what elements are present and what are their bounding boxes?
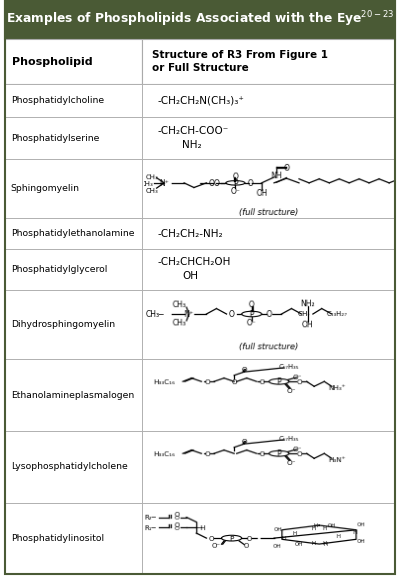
Text: Phosphatidylcholine: Phosphatidylcholine <box>11 96 104 105</box>
Text: Ethanolamineplasmalogen: Ethanolamineplasmalogen <box>11 390 134 400</box>
Bar <box>142 39 395 84</box>
Text: Dihydrosphingomyelin: Dihydrosphingomyelin <box>11 320 115 329</box>
Text: Phosphatidylethanolamine: Phosphatidylethanolamine <box>11 229 134 238</box>
Bar <box>5 290 142 359</box>
Bar <box>5 0 395 39</box>
Text: -CH₂CH₂N(CH₃)₃⁺: -CH₂CH₂N(CH₃)₃⁺ <box>158 96 245 105</box>
Bar <box>142 359 395 431</box>
Bar <box>5 39 142 84</box>
Bar <box>5 249 142 290</box>
Bar <box>5 503 142 574</box>
Text: OH: OH <box>182 270 198 281</box>
Text: -CH₂CH₂-NH₂: -CH₂CH₂-NH₂ <box>158 229 224 239</box>
Bar <box>5 359 142 431</box>
Bar <box>142 118 395 159</box>
Text: -CH₂CHCH₂OH: -CH₂CHCH₂OH <box>158 257 231 267</box>
Bar <box>142 431 395 503</box>
Text: Lysophosphatidylcholene: Lysophosphatidylcholene <box>11 462 128 471</box>
Text: Phosphatidylserine: Phosphatidylserine <box>11 134 99 143</box>
Bar <box>5 118 142 159</box>
Bar <box>5 84 142 118</box>
Bar <box>142 290 395 359</box>
Bar <box>5 159 142 218</box>
Text: Phospholipid: Phospholipid <box>12 57 93 67</box>
Bar <box>142 503 395 574</box>
Bar <box>5 431 142 503</box>
Bar <box>142 84 395 118</box>
Text: Phosphatidylinositol: Phosphatidylinositol <box>11 534 104 543</box>
Bar <box>5 218 142 249</box>
Text: -CH₂CH-COO⁻: -CH₂CH-COO⁻ <box>158 126 229 135</box>
Bar <box>142 249 395 290</box>
Text: NH₂: NH₂ <box>182 140 202 149</box>
Text: Structure of R3 From Figure 1
or Full Structure: Structure of R3 From Figure 1 or Full St… <box>152 50 328 74</box>
Bar <box>142 159 395 218</box>
Bar <box>142 218 395 249</box>
Text: Phosphatidylglycerol: Phosphatidylglycerol <box>11 265 107 274</box>
Text: Sphingomyelin: Sphingomyelin <box>11 184 80 193</box>
Text: Examples of Phospholipids Associated with the Eye$^{20-23}$: Examples of Phospholipids Associated wit… <box>6 10 394 30</box>
